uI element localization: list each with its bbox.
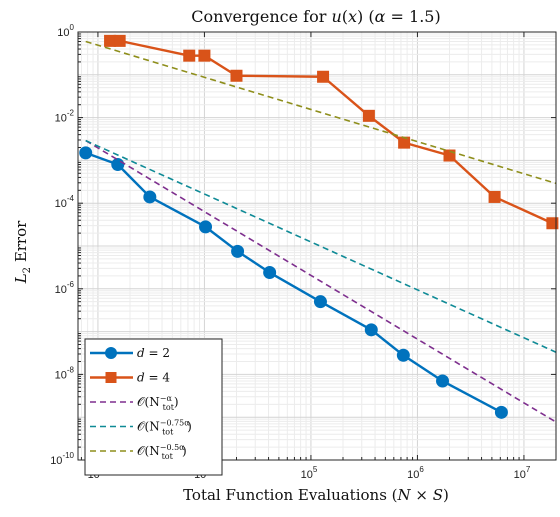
chart-title: Convergence for u(x) (α = 1.5) bbox=[191, 7, 440, 26]
legend-marker-circle bbox=[105, 347, 117, 359]
series-layer bbox=[79, 34, 559, 423]
data-point-square bbox=[317, 70, 330, 83]
data-point-circle bbox=[263, 266, 277, 280]
data-point-square bbox=[362, 109, 375, 122]
x-axis-label: Total Function Evaluations (N × S) bbox=[183, 486, 449, 504]
y-tick-label: 10-2 bbox=[55, 109, 75, 125]
y-tick-label: 100 bbox=[57, 23, 74, 39]
y-tick-label: 10-10 bbox=[50, 451, 74, 467]
series-line-2 bbox=[85, 139, 557, 423]
data-point-square bbox=[546, 217, 559, 230]
legend-marker-square bbox=[105, 372, 117, 383]
series-line-4 bbox=[85, 40, 557, 185]
data-point-circle bbox=[313, 295, 327, 309]
data-point-square bbox=[398, 136, 411, 149]
legend: d = 2 d = 4 𝒪(N−α tot) 𝒪(N−0.75α tot) 𝒪(N−0.5α… bbox=[84, 338, 223, 476]
legend-label: 𝒪(N−0.75α tot) bbox=[137, 419, 192, 437]
data-point-circle bbox=[436, 374, 450, 388]
data-point-square bbox=[443, 149, 456, 162]
data-point-square bbox=[183, 49, 196, 62]
axes-box bbox=[77, 31, 557, 461]
data-point-circle bbox=[111, 158, 125, 172]
legend-label: d = 4 bbox=[137, 371, 170, 385]
data-point-circle bbox=[396, 348, 410, 362]
data-point-circle bbox=[143, 190, 157, 204]
data-point-square bbox=[113, 34, 126, 47]
data-point-square bbox=[198, 49, 211, 62]
legend-label: 𝒪(N−0.5α tot) bbox=[137, 443, 187, 461]
legend-label: 𝒪(N−α tot) bbox=[137, 394, 179, 412]
data-point-circle bbox=[79, 146, 93, 160]
y-axis-label: L2 Error bbox=[12, 220, 33, 284]
data-point-square bbox=[488, 190, 501, 203]
legend-label: d = 2 bbox=[137, 346, 170, 360]
data-point-circle bbox=[494, 405, 508, 419]
x-tick-label: 105 bbox=[301, 465, 318, 481]
data-point-circle bbox=[231, 244, 245, 258]
series-line-3 bbox=[85, 139, 557, 353]
y-tick-label: 10-4 bbox=[55, 194, 75, 210]
legend-box bbox=[84, 338, 223, 476]
y-tick-label: 10-6 bbox=[55, 280, 75, 296]
x-tick-label: 107 bbox=[514, 465, 531, 481]
data-point-square bbox=[230, 69, 243, 82]
x-tick-label: 106 bbox=[407, 465, 424, 481]
data-point-circle bbox=[364, 323, 378, 337]
data-point-circle bbox=[199, 220, 213, 234]
y-tick-label: 10-8 bbox=[55, 365, 75, 381]
